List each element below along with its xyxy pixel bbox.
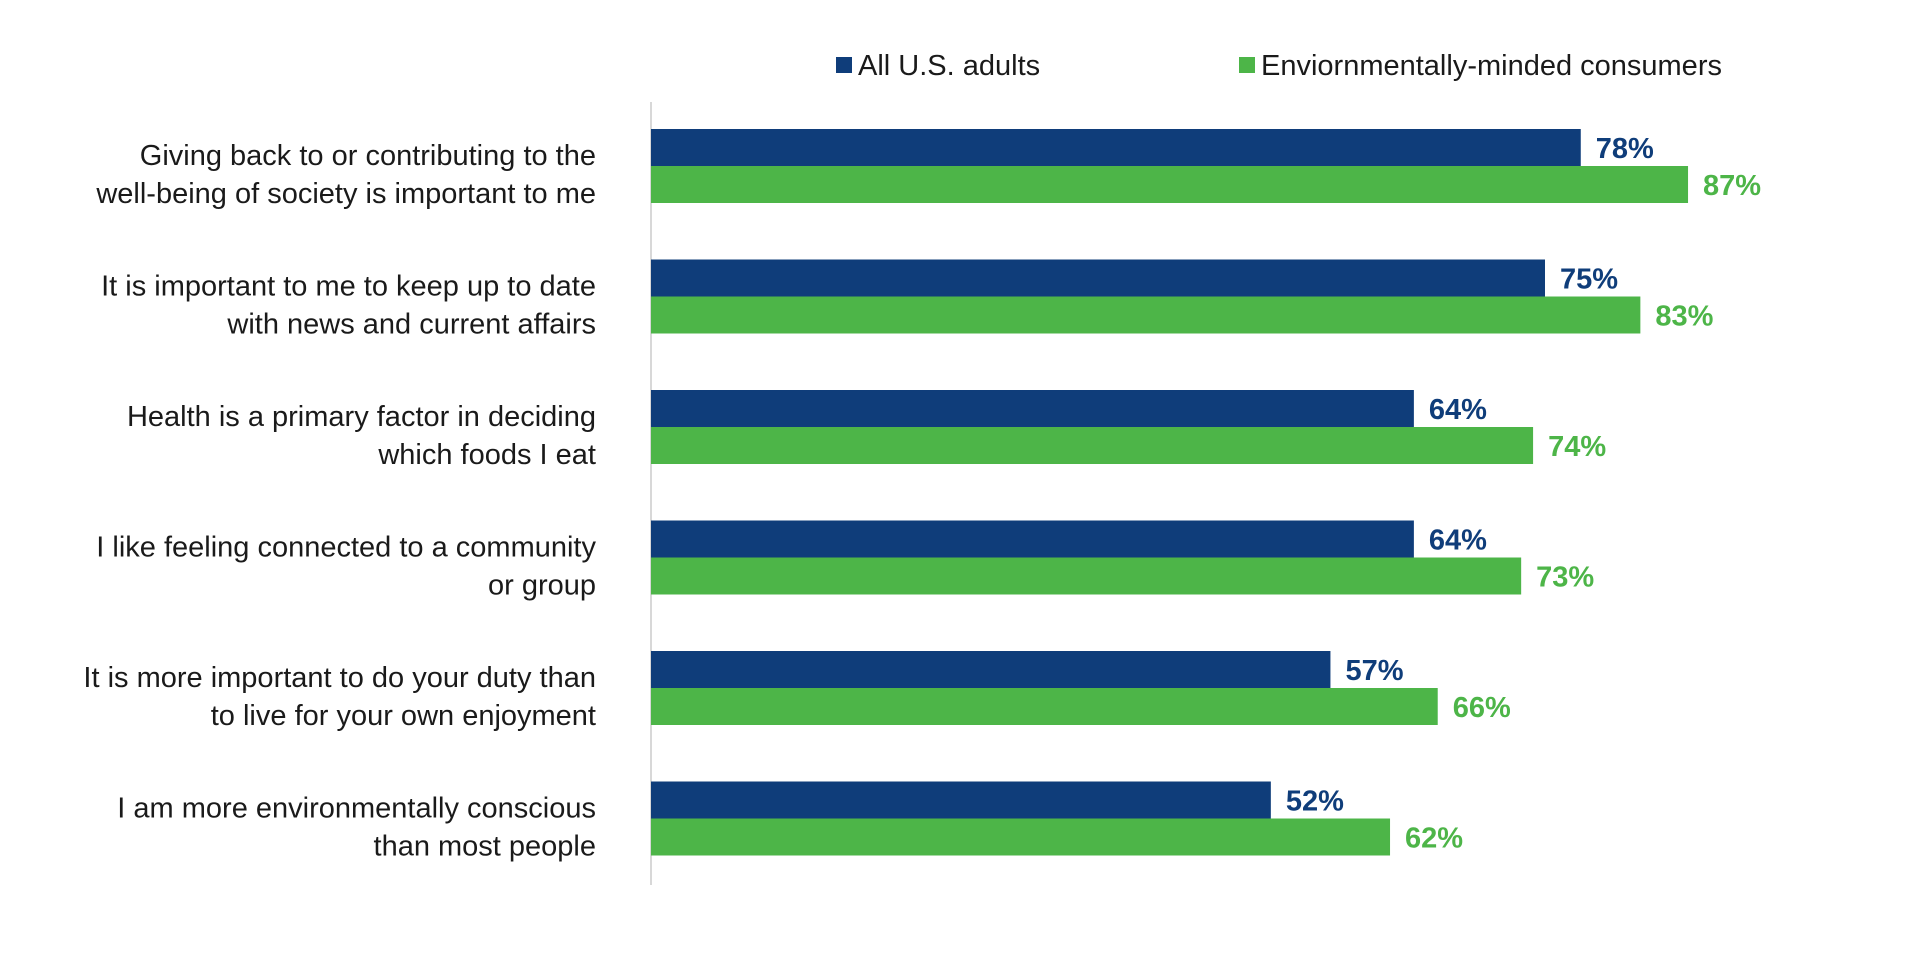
bar-s1-c4	[651, 688, 1438, 725]
bar-s0-c4	[651, 651, 1331, 688]
bar-s0-c1	[651, 259, 1545, 297]
value-label-s1-c0: 87%	[1703, 170, 1761, 202]
bars	[651, 129, 1689, 856]
bar-s0-c5	[651, 781, 1271, 819]
category-label-0: Giving back to or contributing to the wel…	[95, 140, 596, 210]
bar-s1-c0	[651, 166, 1689, 203]
bar-s0-c3	[651, 520, 1414, 558]
value-label-s0-c3: 64%	[1429, 525, 1487, 557]
value-label-s0-c4: 57%	[1345, 655, 1403, 687]
category-label-3: I like feeling connected to a community o…	[96, 532, 596, 602]
value-labels: 78% 75% 64% 64% 57% 52% 87% 83% 74% 73% 66% 62%	[1286, 133, 1761, 855]
bar-s1-c3	[651, 557, 1522, 595]
category-labels: Giving back to or contributing to the wel…	[83, 140, 596, 863]
bar-s0-c0	[651, 129, 1581, 166]
value-label-s1-c3: 73%	[1536, 562, 1594, 594]
value-label-s1-c4: 66%	[1453, 692, 1511, 724]
bar-s1-c2	[651, 427, 1534, 464]
category-label-1: It is important to me to keep up to date…	[101, 271, 596, 341]
value-label-s1-c5: 62%	[1405, 823, 1463, 855]
bar-s1-c5	[651, 818, 1391, 856]
value-label-s1-c1: 83%	[1655, 301, 1713, 333]
category-label-5: I am more environmentally conscious than …	[117, 793, 596, 863]
chart-legend: All U.S. adults Enviornmentally-minded co…	[836, 50, 1722, 82]
bar-s0-c2	[651, 390, 1414, 427]
legend-swatch-1	[1239, 57, 1255, 73]
value-label-s0-c2: 64%	[1429, 394, 1487, 426]
bar-s1-c1	[651, 296, 1641, 334]
value-label-s0-c5: 52%	[1286, 786, 1344, 818]
legend-label-0: All U.S. adults	[858, 50, 1040, 82]
value-label-s1-c2: 74%	[1548, 431, 1606, 463]
category-label-4: It is more important to do your duty tha…	[83, 662, 596, 732]
legend-swatch-0	[836, 57, 852, 73]
value-label-s0-c0: 78%	[1596, 133, 1654, 165]
legend-label-1: Enviornmentally-minded consumers	[1261, 50, 1722, 82]
value-label-s0-c1: 75%	[1560, 264, 1618, 296]
category-label-2: Health is a primary factor in deciding wh…	[127, 401, 596, 471]
